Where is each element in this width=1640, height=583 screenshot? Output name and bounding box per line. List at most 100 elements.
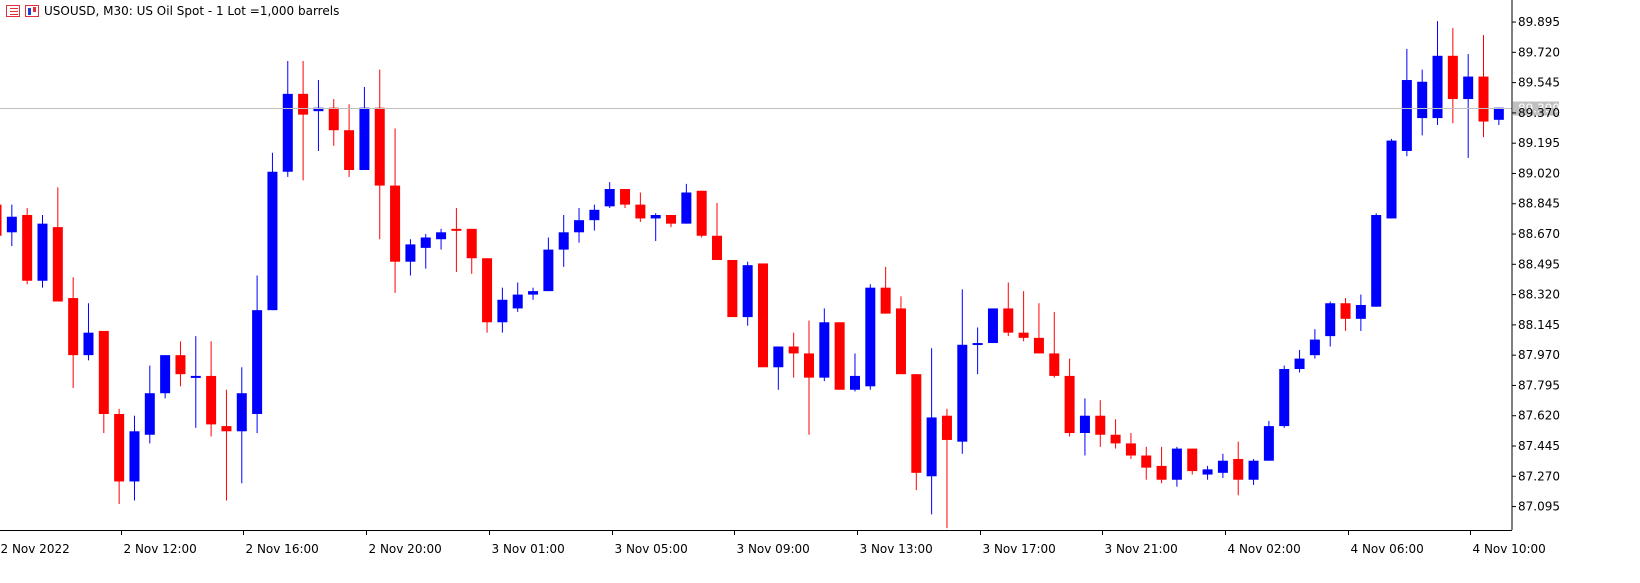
candle[interactable]: [0, 204, 2, 247]
candle[interactable]: [635, 192, 646, 222]
candle[interactable]: [696, 190, 707, 238]
candle[interactable]: [1325, 301, 1336, 347]
candle[interactable]: [849, 353, 860, 392]
candle[interactable]: [160, 355, 171, 399]
candle[interactable]: [328, 99, 339, 146]
candle[interactable]: [819, 308, 830, 382]
candle[interactable]: [37, 214, 48, 288]
candle[interactable]: [482, 258, 493, 333]
candle[interactable]: [957, 289, 968, 454]
candle[interactable]: [1463, 54, 1474, 158]
candle[interactable]: [1202, 465, 1213, 480]
candle[interactable]: [941, 408, 952, 529]
candle[interactable]: [558, 214, 569, 267]
candle[interactable]: [298, 60, 309, 181]
candle[interactable]: [1263, 420, 1274, 461]
list-icon[interactable]: [6, 5, 20, 17]
candle[interactable]: [758, 263, 768, 368]
candle[interactable]: [1432, 21, 1443, 126]
candle[interactable]: [1279, 365, 1290, 428]
candle[interactable]: [604, 182, 615, 209]
candle[interactable]: [1003, 282, 1014, 337]
candle[interactable]: [1248, 458, 1259, 485]
candle[interactable]: [68, 277, 79, 389]
candle[interactable]: [1493, 107, 1504, 126]
candle[interactable]: [1171, 446, 1182, 487]
candle[interactable]: [972, 327, 983, 375]
candle[interactable]: [221, 389, 232, 501]
candle[interactable]: [1401, 48, 1412, 157]
candle[interactable]: [114, 408, 125, 504]
candle[interactable]: [436, 228, 447, 250]
candle[interactable]: [1141, 446, 1152, 480]
candle[interactable]: [1033, 303, 1044, 354]
candle[interactable]: [803, 320, 814, 435]
candle[interactable]: [543, 237, 554, 292]
candle[interactable]: [666, 214, 677, 228]
candlestick-icon[interactable]: [25, 5, 39, 17]
candle[interactable]: [497, 287, 508, 333]
candle[interactable]: [1309, 329, 1320, 359]
candle[interactable]: [22, 208, 33, 285]
candle[interactable]: [926, 348, 937, 515]
candle[interactable]: [650, 213, 661, 241]
candle[interactable]: [1386, 138, 1397, 219]
candle[interactable]: [1478, 35, 1489, 138]
candle[interactable]: [620, 189, 631, 209]
candle[interactable]: [1447, 28, 1458, 124]
candle[interactable]: [374, 69, 385, 240]
candle[interactable]: [911, 374, 922, 491]
candle[interactable]: [1156, 446, 1167, 484]
candle[interactable]: [98, 330, 109, 434]
candle[interactable]: [144, 365, 155, 444]
candle[interactable]: [880, 266, 891, 314]
candle[interactable]: [727, 259, 738, 318]
candle[interactable]: [405, 239, 416, 276]
candle[interactable]: [681, 183, 692, 224]
candle[interactable]: [1079, 398, 1090, 456]
candle[interactable]: [773, 346, 784, 390]
candle[interactable]: [1217, 453, 1228, 479]
candle[interactable]: [83, 303, 94, 361]
candle[interactable]: [420, 234, 431, 269]
candle[interactable]: [1064, 358, 1075, 437]
price-axis[interactable]: 89.895 89.720 89.545 89.370 89.195 89.020 88.8…: [1512, 15, 1560, 514]
candle[interactable]: [742, 261, 753, 326]
candle[interactable]: [788, 332, 799, 378]
candle[interactable]: [190, 336, 201, 428]
candle[interactable]: [1233, 441, 1244, 496]
candle[interactable]: [1294, 349, 1305, 373]
candle[interactable]: [1049, 311, 1060, 378]
candle[interactable]: [574, 208, 585, 243]
candle[interactable]: [267, 152, 278, 311]
candle[interactable]: [987, 308, 998, 344]
candle[interactable]: [1125, 433, 1136, 459]
candle[interactable]: [344, 104, 355, 177]
candle[interactable]: [1187, 448, 1198, 475]
candle[interactable]: [1417, 69, 1428, 136]
candle[interactable]: [359, 86, 370, 171]
candle[interactable]: [466, 228, 477, 274]
candle[interactable]: [6, 204, 17, 247]
candle[interactable]: [1110, 419, 1121, 449]
candle[interactable]: [895, 296, 906, 375]
candle[interactable]: [1371, 213, 1382, 307]
candle[interactable]: [175, 341, 186, 387]
candle[interactable]: [52, 187, 63, 302]
candle[interactable]: [236, 367, 247, 484]
candle[interactable]: [1340, 298, 1351, 331]
candle[interactable]: [390, 128, 401, 293]
candle[interactable]: [206, 341, 217, 437]
candle[interactable]: [712, 202, 723, 260]
candle[interactable]: [1018, 291, 1029, 342]
candle[interactable]: [512, 282, 523, 312]
candle[interactable]: [313, 80, 324, 151]
candle[interactable]: [865, 284, 876, 390]
candle[interactable]: [129, 415, 140, 501]
candle[interactable]: [1095, 400, 1106, 447]
candle[interactable]: [834, 322, 845, 390]
time-axis[interactable]: 2 Nov 2022 2 Nov 12:00 2 Nov 16:00 2 Nov 20…: [0, 530, 1546, 556]
candle[interactable]: [252, 275, 263, 434]
candle[interactable]: [1355, 294, 1366, 331]
